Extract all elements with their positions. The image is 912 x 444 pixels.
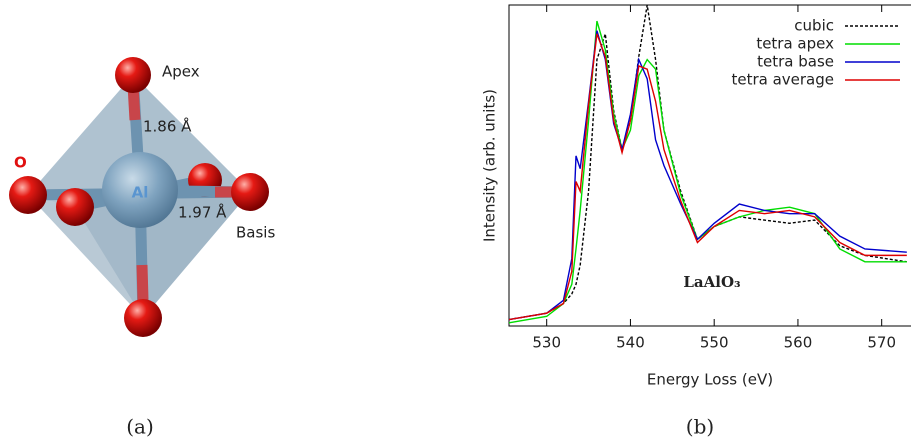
annotation: LaAlO₃ (683, 273, 740, 291)
legend-label: tetra apex (756, 35, 834, 53)
legend-label: tetra average (731, 71, 834, 89)
x-tick-label: 550 (700, 334, 729, 352)
y-axis-label: Intensity (arb. units) (481, 89, 499, 242)
oxygen-label: O (14, 154, 27, 172)
x-tick-label: 540 (616, 334, 645, 352)
x-tick-label: 570 (867, 334, 896, 352)
caption: (b) (686, 415, 714, 439)
series-line (508, 33, 907, 321)
octahedron-diagram: Apex 1.86 Å O Al 1.97 Å Basis (9, 57, 275, 337)
apex-label: Apex (162, 63, 200, 81)
caption: (a) (126, 415, 154, 439)
basis-label: Basis (236, 224, 275, 242)
aluminium-label: Al (132, 184, 149, 202)
legend-label: tetra base (757, 53, 834, 71)
series-line (508, 30, 907, 321)
chart: 530 540 550 560 570 Energy Loss (eV) Intensity… (481, 4, 911, 389)
axis-frame (508, 4, 911, 327)
apex-bond-label: 1.86 Å (143, 117, 192, 136)
x-axis-label: Energy Loss (eV) (647, 371, 773, 389)
basis-bond-label: 1.97 Å (178, 203, 227, 222)
legend-label: cubic (794, 17, 834, 35)
x-tick-label: 560 (784, 334, 813, 352)
series-line (508, 4, 907, 321)
x-tick-label: 530 (532, 334, 561, 352)
